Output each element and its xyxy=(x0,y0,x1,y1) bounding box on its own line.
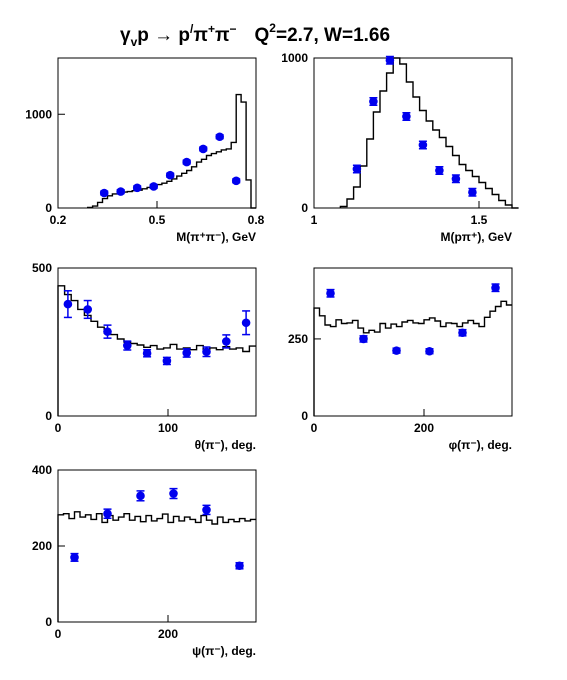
x-tick-label: 0 xyxy=(55,421,62,435)
data-point xyxy=(468,187,477,197)
title-reaction-mid: p → p xyxy=(137,25,190,46)
panel-theta-pim: 0 100 0 500 θ(π⁻), deg. xyxy=(32,261,257,452)
data-point xyxy=(222,337,231,346)
title-prime: / xyxy=(190,22,194,36)
data-point xyxy=(425,346,434,356)
y-tick-label: 200 xyxy=(32,539,52,553)
y-tick-label: 0 xyxy=(301,201,308,215)
panel-m-pipi: 0.2 0.5 0.8 0 1000 M(π⁺π⁻), GeV xyxy=(25,57,265,244)
y-tick-label: 0 xyxy=(301,409,308,423)
data-point xyxy=(451,174,461,184)
x-tick-label: 0 xyxy=(55,627,62,641)
data-point xyxy=(402,112,411,121)
y-tick-label: 500 xyxy=(32,261,52,275)
y-tick-label: 0 xyxy=(45,409,52,423)
plot-frame xyxy=(57,267,257,417)
data-point xyxy=(198,144,208,154)
x-tick-label: 200 xyxy=(158,627,178,641)
title-sub-v: v xyxy=(131,35,138,49)
data-point xyxy=(326,288,335,298)
data-point xyxy=(83,305,92,314)
histogram-line xyxy=(57,285,256,416)
plot-frame xyxy=(313,267,513,417)
data-point xyxy=(458,328,467,338)
panel-m-ppiplus: 1 1.5 0 1000 M(pπ⁺), GeV xyxy=(281,51,519,244)
data-point xyxy=(136,491,145,501)
data-point xyxy=(123,341,132,350)
title-q-sup: 2 xyxy=(269,21,276,35)
data-point xyxy=(418,140,428,150)
panel-psi-pim: 0 200 0 200 400 ψ(π⁻), deg. xyxy=(32,463,257,658)
data-point xyxy=(182,348,191,358)
x-axis-title: φ(π⁻), deg. xyxy=(449,438,512,452)
title-sup-plus: + xyxy=(208,22,215,36)
title-pi2: π xyxy=(215,25,230,46)
title-q-value: =2.7, W=1.66 xyxy=(276,25,390,46)
data-point xyxy=(169,489,178,498)
y-tick-label: 0 xyxy=(45,201,52,215)
x-tick-label: 100 xyxy=(158,421,178,435)
x-axis-title: M(pπ⁺), GeV xyxy=(440,230,512,244)
data-point xyxy=(359,334,368,344)
data-point xyxy=(162,356,172,366)
x-tick-label: 200 xyxy=(414,421,434,435)
title-sup-minus: − xyxy=(230,22,237,36)
x-tick-label: 0.2 xyxy=(50,213,67,227)
title-q: Q xyxy=(255,25,270,46)
x-tick-label: 0.5 xyxy=(149,213,166,227)
data-point xyxy=(215,132,224,142)
plot-frame xyxy=(57,469,257,623)
data-point xyxy=(202,347,211,357)
y-tick-label: 250 xyxy=(288,332,308,346)
data-point xyxy=(63,299,73,309)
y-tick-label: 1000 xyxy=(281,51,308,65)
data-point xyxy=(103,327,112,336)
title-gamma: γ xyxy=(120,25,131,46)
data-point xyxy=(392,346,401,355)
data-point xyxy=(149,182,158,191)
x-tick-label: 0 xyxy=(311,421,318,435)
data-point xyxy=(132,183,142,193)
plot-frame xyxy=(313,57,513,209)
histogram-line xyxy=(57,511,256,622)
y-tick-label: 0 xyxy=(45,615,52,629)
data-point xyxy=(103,509,112,518)
data-point xyxy=(116,187,125,196)
histogram-line xyxy=(339,57,519,209)
x-axis-title: M(π⁺π⁻), GeV xyxy=(176,230,256,244)
x-tick-label: 1.5 xyxy=(471,213,488,227)
x-tick-label: 0.8 xyxy=(248,213,265,227)
data-point xyxy=(369,97,378,106)
y-tick-label: 400 xyxy=(32,463,52,477)
data-point xyxy=(99,188,109,198)
data-point xyxy=(491,283,500,293)
data-point xyxy=(352,164,362,174)
title-pi: π xyxy=(193,25,208,46)
y-tick-label: 1000 xyxy=(25,107,52,121)
histogram-line xyxy=(313,300,512,416)
data-point xyxy=(142,348,152,358)
data-point xyxy=(182,157,191,167)
data-point xyxy=(202,505,211,515)
histogram-line xyxy=(87,93,256,209)
x-tick-label: 1 xyxy=(311,213,318,227)
x-axis-title: ψ(π⁻), deg. xyxy=(192,644,256,658)
x-axis-title: θ(π⁻), deg. xyxy=(195,438,256,452)
figure-title: γvp → p/π+π− Q2=2.7, W=1.66 xyxy=(120,21,390,49)
panel-phi-pim: 0 200 0 250 φ(π⁻), deg. xyxy=(288,267,513,452)
data-point xyxy=(435,166,444,175)
data-point xyxy=(165,170,175,180)
data-point xyxy=(235,561,244,571)
data-point xyxy=(70,553,79,562)
data-point xyxy=(231,176,241,186)
data-point xyxy=(241,318,251,328)
data-point xyxy=(385,55,395,65)
